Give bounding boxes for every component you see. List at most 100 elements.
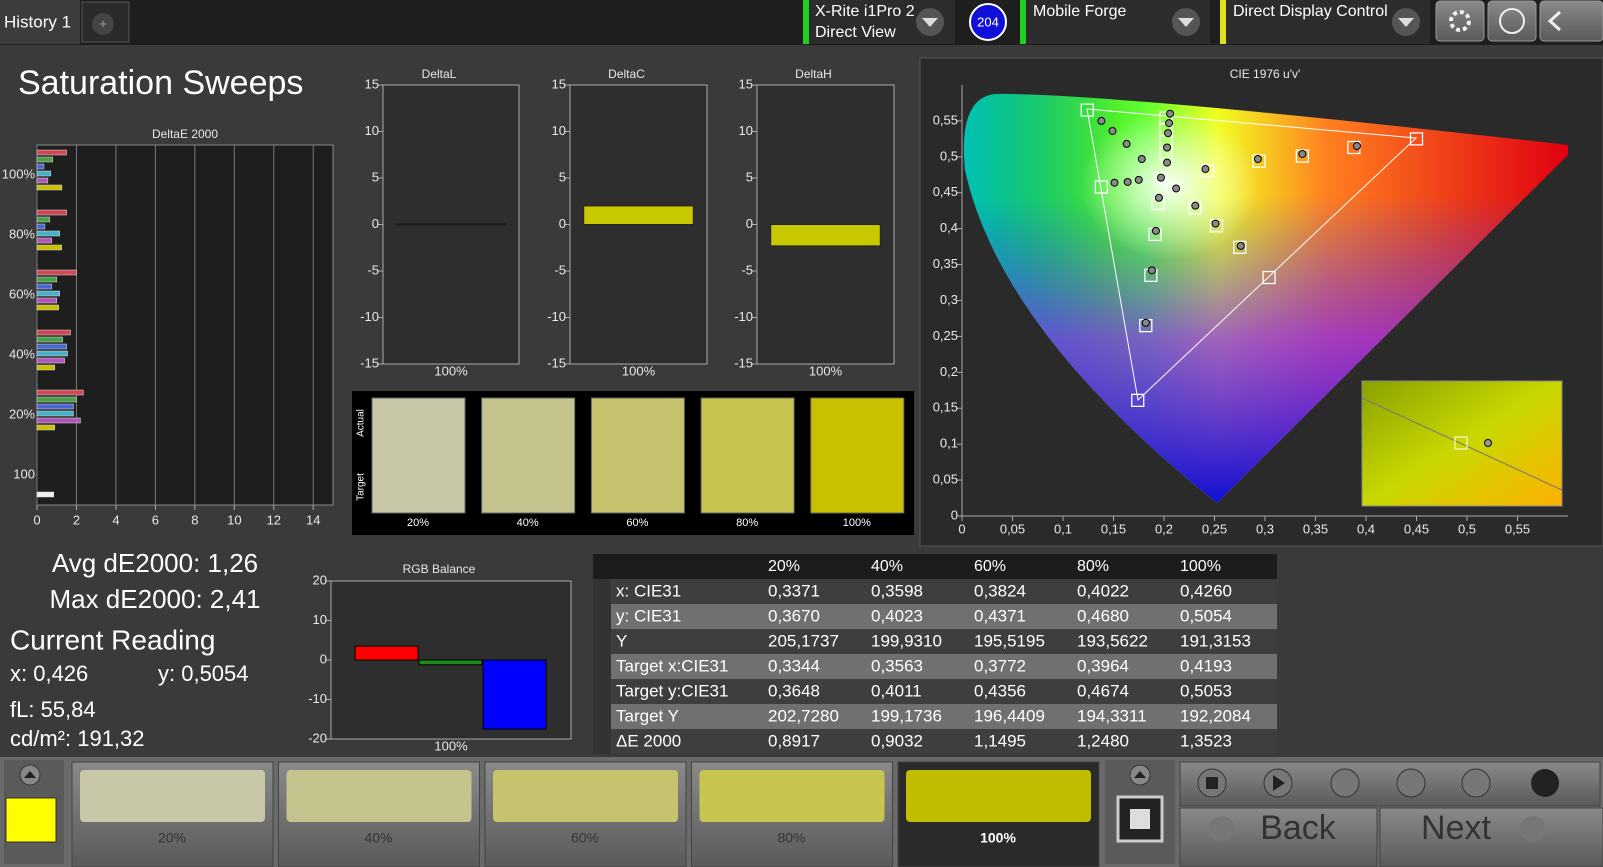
bar	[36, 237, 53, 244]
bar	[36, 357, 65, 364]
add-tab-button[interactable]	[81, 1, 130, 43]
bar	[36, 343, 67, 350]
status-strip	[1020, 0, 1026, 44]
swatch-button-label[interactable]: 60%	[571, 830, 599, 846]
dropdown-arrow	[922, 18, 938, 27]
bar	[36, 491, 55, 498]
category-label: 20%	[9, 406, 35, 421]
table-header	[593, 554, 1277, 579]
x-tick-label: 100%	[434, 738, 468, 753]
dropdown-arrow	[1398, 18, 1414, 27]
category-label: 100	[13, 466, 35, 481]
table-cell: 0,3772	[974, 656, 1026, 675]
y-tick-label: 10	[365, 123, 379, 138]
y-tick-label: 0,15	[933, 400, 958, 415]
category-label: 40%	[9, 346, 35, 361]
nav-button[interactable]	[1539, 0, 1603, 42]
bar	[770, 224, 881, 247]
measured-point	[1097, 116, 1106, 125]
swatch-button-label[interactable]: 40%	[364, 830, 392, 846]
target-point	[1131, 393, 1145, 407]
x-tick-label: 14	[306, 512, 320, 527]
swatch-button-label[interactable]: 100%	[980, 830, 1016, 846]
y-tick-label: -10	[547, 309, 566, 324]
refresh-button[interactable]	[1461, 768, 1491, 798]
next-icon	[1520, 816, 1546, 842]
step-button[interactable]	[1330, 768, 1360, 798]
measured-point	[1164, 129, 1173, 138]
row-marker	[593, 629, 611, 654]
help-button[interactable]	[1487, 0, 1537, 42]
current-color	[5, 797, 57, 843]
bar	[36, 216, 51, 223]
y-tick-label: -15	[547, 355, 566, 370]
record-button[interactable]	[1531, 769, 1559, 797]
y-tick-label: -10	[308, 691, 327, 706]
x-tick-label: 2	[73, 512, 80, 527]
up-arrow	[1134, 771, 1146, 778]
table-cell: 0,3670	[768, 606, 820, 625]
x-tick-label: 0,45	[1404, 521, 1429, 536]
swatch-button-label[interactable]: 80%	[777, 830, 805, 846]
measured-point	[1154, 193, 1163, 202]
row-marker	[593, 604, 611, 629]
x-tick-label: 0	[33, 512, 40, 527]
tab-label[interactable]: History 1	[4, 12, 71, 31]
measured-point	[1137, 154, 1146, 163]
gamut	[963, 93, 1568, 503]
row-marker	[593, 729, 611, 754]
table-header-cell: 40%	[871, 558, 903, 575]
reading-x: x: 0,426	[10, 661, 88, 686]
swatch	[371, 397, 466, 514]
table-header-cell: 100%	[1180, 558, 1221, 575]
display-name: Direct Display Control	[1233, 3, 1388, 20]
bar	[36, 364, 56, 371]
swatch-color[interactable]	[906, 770, 1091, 822]
loop-button[interactable]	[1396, 768, 1426, 798]
measured-point	[1123, 177, 1132, 186]
next-label[interactable]: Next	[1421, 809, 1491, 847]
category-label: 60%	[9, 286, 35, 301]
table-cell: 0,3563	[871, 656, 923, 675]
bar	[36, 410, 74, 417]
bar	[36, 184, 63, 191]
y-tick-label: 5	[559, 169, 566, 184]
y-tick-label: 0,2	[940, 364, 958, 379]
swatch	[700, 397, 795, 514]
source-name: Mobile Forge	[1033, 3, 1126, 20]
reading-cdm2: cd/m²: 191,32	[10, 726, 145, 751]
bar	[36, 170, 52, 177]
target-point	[1409, 132, 1424, 146]
table-cell: 196,4409	[974, 706, 1045, 725]
y-tick-label: 10	[313, 612, 327, 627]
add-tab-label[interactable]: +	[99, 16, 107, 32]
next-button[interactable]	[1379, 807, 1603, 867]
badge[interactable]	[969, 3, 1007, 41]
measured-point	[1172, 184, 1181, 193]
swatch-color[interactable]	[80, 770, 265, 822]
back-label[interactable]: Back	[1260, 809, 1337, 847]
inset-actual	[1484, 439, 1492, 447]
bar	[418, 659, 483, 666]
swatch-button-label[interactable]: 20%	[158, 830, 186, 846]
swatch-color[interactable]	[699, 770, 885, 822]
table-cell: 1,2480	[1077, 731, 1129, 750]
bar	[396, 223, 506, 226]
bar	[36, 149, 67, 156]
table-row	[611, 604, 1277, 629]
tab[interactable]	[0, 0, 80, 44]
swatch-color[interactable]	[493, 770, 678, 822]
y-tick-label: 0,05	[933, 472, 958, 487]
measured-point	[1134, 175, 1143, 184]
measured-point	[1165, 119, 1174, 128]
x-tick-label: 0,5	[1458, 521, 1476, 536]
measured-point	[1122, 139, 1131, 148]
table-cell: 0,5053	[1180, 681, 1232, 700]
settings-button[interactable]	[1435, 0, 1485, 42]
bar	[36, 417, 81, 424]
measured-point	[1253, 154, 1262, 163]
x-tick-label: 4	[112, 512, 119, 527]
swatch-color[interactable]	[286, 770, 472, 822]
